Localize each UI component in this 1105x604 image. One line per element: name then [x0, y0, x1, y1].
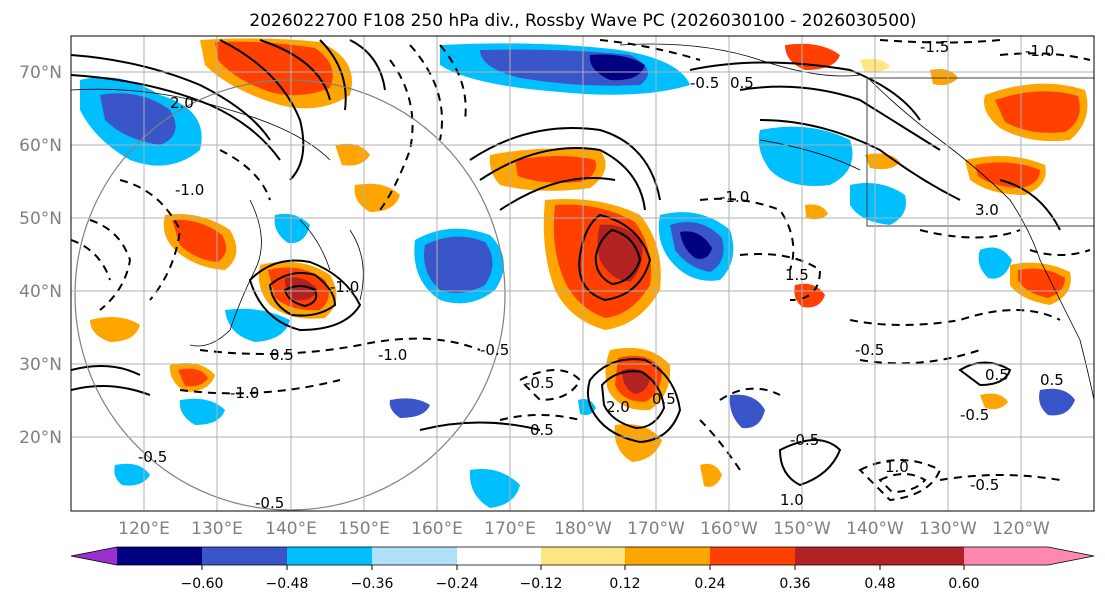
- colorbar-tick-label: −0.12: [520, 576, 563, 592]
- colorbar-segment: [117, 547, 202, 565]
- lon-label: 150°W: [773, 519, 831, 539]
- contour-label: 2.0: [606, 398, 630, 416]
- contour-label: -0.5: [138, 448, 167, 466]
- lon-label: 120°W: [992, 519, 1050, 539]
- contour-label: 1.0: [885, 458, 909, 476]
- contour-label: 1.5: [785, 266, 809, 284]
- colorbar-tick-label: 0.24: [694, 576, 725, 592]
- map-frame: [70, 35, 1095, 512]
- colorbar-tick-label: 0.48: [864, 576, 895, 592]
- colorbar-tick-label: −0.48: [266, 576, 309, 592]
- contour-label: -1.5: [920, 38, 949, 56]
- colorbar-tick-label: 0.60: [948, 576, 979, 592]
- lat-label: 70°N: [19, 63, 62, 83]
- contour-label: -1.0: [720, 188, 749, 206]
- colorbar-segment: [795, 547, 880, 565]
- contour-label: -1.0: [330, 278, 359, 296]
- colorbar-segment: [625, 547, 710, 565]
- contour-label: 0.5: [985, 366, 1009, 384]
- lon-label: 140°W: [846, 519, 904, 539]
- coastlines: [71, 43, 1094, 401]
- lon-label: 160°E: [411, 519, 463, 539]
- gridlines: [71, 36, 1094, 511]
- contour-label: 0.5: [530, 421, 554, 439]
- negative-contours: [71, 39, 1091, 502]
- lat-label: 50°N: [19, 209, 62, 229]
- latitude-labels: 70°N 60°N 50°N 40°N 30°N 20°N: [19, 63, 62, 448]
- contour-label: -0.5: [255, 494, 284, 512]
- colorbar-segment: [710, 547, 795, 565]
- contour-label: 0.5: [270, 346, 294, 364]
- colorbar-tick-label: −0.36: [351, 576, 394, 592]
- colorbar-min-extend: [71, 547, 117, 565]
- contour-label: 3.0: [975, 201, 999, 219]
- divergence-shading: [80, 38, 1088, 508]
- contour-label: 0.5: [652, 390, 676, 408]
- colorbar-tick-label: 0.12: [609, 576, 640, 592]
- lat-label: 60°N: [19, 136, 62, 156]
- colorbar-segment: [202, 547, 287, 565]
- lon-label: 130°E: [191, 519, 243, 539]
- colorbar-tick-label: −0.24: [436, 576, 479, 592]
- lat-label: 40°N: [19, 282, 62, 302]
- contour-label: 1.0: [780, 491, 804, 509]
- colorbar-segment: [287, 547, 372, 565]
- inset-box: [866, 77, 1094, 227]
- contour-label: 2.0: [170, 94, 194, 112]
- colorbar-segment: [372, 547, 457, 565]
- contour-label: 0.5: [730, 74, 754, 92]
- contour-label: -1.0: [175, 181, 204, 199]
- lon-label: 150°E: [338, 519, 390, 539]
- contour-label: -0.5: [790, 431, 819, 449]
- contour-labels: 2.0 -1.0 0.5 -1.0 -1.0 -1.0 -0.5 -0.5 -0…: [138, 38, 1064, 512]
- colorbar-tick-label: −0.60: [181, 576, 224, 592]
- lat-label: 20°N: [19, 428, 62, 448]
- lon-label: 170°W: [627, 519, 685, 539]
- contour-label: -0.5: [970, 476, 999, 494]
- lon-label: 120°E: [118, 519, 170, 539]
- colorbar-segment: [880, 547, 964, 565]
- projection-circle: [74, 79, 506, 511]
- colorbar-segment: [541, 547, 625, 565]
- lon-label: 180°W: [554, 519, 612, 539]
- contour-label: -0.5: [480, 341, 509, 359]
- lon-label: 130°W: [919, 519, 977, 539]
- colorbar-max-extend: [964, 547, 1094, 565]
- lon-label: 160°W: [700, 519, 758, 539]
- colorbar: −0.60 −0.48 −0.36 −0.24 −0.12 0.12 0.24 …: [70, 546, 1095, 592]
- contour-label: -0.5: [855, 341, 884, 359]
- colorbar-tick-label: 0.36: [779, 576, 810, 592]
- lon-label: 140°E: [265, 519, 317, 539]
- contour-label: -1.0: [230, 384, 259, 402]
- map-panel: 2.0 -1.0 0.5 -1.0 -1.0 -1.0 -0.5 -0.5 -0…: [19, 35, 1095, 539]
- figure-title: 2026022700 F108 250 hPa div., Rossby Wav…: [249, 11, 916, 31]
- longitude-labels: 120°E 130°E 140°E 150°E 160°E 170°E 180°…: [118, 519, 1050, 539]
- lat-label: 30°N: [19, 355, 62, 375]
- lon-label: 170°E: [484, 519, 536, 539]
- contour-label: -1.0: [1025, 42, 1054, 60]
- colorbar-segment: [457, 547, 541, 565]
- contour-label: -0.5: [525, 374, 554, 392]
- contour-label: -1.0: [378, 346, 407, 364]
- contour-label: -0.5: [960, 406, 989, 424]
- contour-label: -0.5: [690, 74, 719, 92]
- contour-label: 0.5: [1040, 371, 1064, 389]
